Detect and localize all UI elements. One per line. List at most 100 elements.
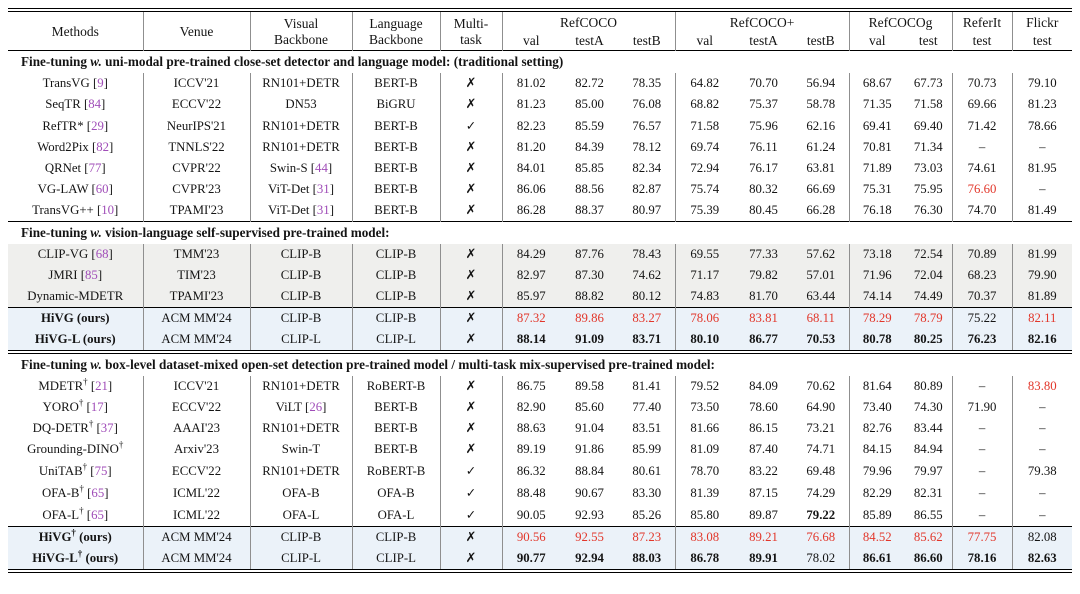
citation-number: 65 — [91, 507, 104, 522]
venue-cell: ICCV'21 — [143, 376, 251, 397]
visual-backbone-cell: OFA-B — [250, 482, 353, 504]
metric-cell: 58.78 — [793, 94, 850, 115]
metric-cell: 82.90 — [516, 400, 546, 414]
metric-cell: 70.81 — [862, 140, 892, 154]
visual-backbone-cell: CLIP-B — [250, 307, 353, 329]
metric-cell: 70.37 — [952, 286, 1013, 308]
venue-cell: ACM MM'24 — [143, 329, 251, 352]
table-row: HiVG-L† (ours) ACM MM'24 CLIP-L CLIP-L ✗ 90.7… — [8, 548, 1073, 571]
table-row: HiVG† (ours) ACM MM'24 CLIP-B CLIP-B ✗ 90.56 9… — [8, 526, 1073, 548]
metric-cell: – — [952, 376, 1013, 397]
metric-cell: 92.94 — [560, 548, 619, 571]
metric-cell: 71.89 — [862, 161, 892, 175]
table-row: Grounding-DINO† Arxiv'23 Swin-T BERT-B ✗ 89.1… — [8, 439, 1072, 460]
subcol-referit-test: test — [952, 32, 1013, 51]
language-backbone-cell: BERT-B — [352, 439, 441, 460]
metric-cell: 78.43 — [619, 244, 676, 265]
metric-cell: 82.29 — [862, 485, 892, 500]
metric-cell: 82.63 — [1012, 548, 1073, 571]
citation-number: 85 — [85, 268, 98, 282]
multitask-cell: ✗ — [440, 244, 503, 265]
citation-number: 75 — [94, 463, 108, 478]
metric-cell: 79.96 — [862, 463, 892, 478]
citation-number: 31 — [316, 182, 330, 196]
method-cell: JMRI [85] — [8, 265, 144, 286]
metric-cell: 85.80 — [690, 507, 720, 522]
citation-number: 82 — [96, 140, 110, 154]
metric-cell: 84.29 — [502, 244, 560, 265]
metric-cell: 87.76 — [560, 244, 619, 265]
metric-cell: 63.44 — [793, 286, 850, 308]
metric-cell: 77.40 — [619, 397, 676, 418]
metric-cell: 74.30 — [905, 397, 953, 418]
metric-cell: 85.59 — [575, 118, 604, 133]
subcol-refcoco-testa: testA — [575, 33, 604, 48]
metric-cell: 83.22 — [749, 463, 778, 478]
multitask-cell: ✓ — [440, 115, 503, 137]
method-cell: OFA-L† [65] — [8, 504, 144, 527]
method-cell: MDETR† [21] — [8, 376, 144, 397]
visual-backbone-cell: RN101+DETR — [250, 73, 353, 94]
table-body: Fine-tuning w. uni-modal pre-trained clo… — [8, 51, 1073, 571]
venue-cell: CVPR'22 — [143, 158, 251, 179]
col-header-visual-backbone: Visual Backbone — [250, 10, 353, 51]
citation-number: 60 — [95, 182, 109, 196]
metric-cell: 75.22 — [952, 307, 1013, 329]
language-backbone-cell: BERT-B — [352, 137, 441, 158]
citation-number: 9 — [97, 76, 104, 90]
metric-cell: 86.78 — [675, 548, 735, 571]
metric-cell: – — [1039, 421, 1046, 435]
metric-cell: 88.03 — [619, 548, 676, 571]
metric-cell: 82.76 — [862, 421, 892, 435]
venue-cell: TMM'23 — [143, 244, 251, 265]
section-title: Fine-tuning w. uni-modal pre-trained clo… — [21, 54, 564, 69]
visual-backbone-cell: ViT-Det [31] — [250, 179, 353, 200]
language-backbone-cell: CLIP-B — [352, 526, 441, 548]
method-cell: QRNet [77] — [8, 158, 144, 179]
citation-number: 21 — [95, 379, 108, 393]
multitask-cell: ✗ — [440, 158, 503, 179]
metric-cell: 83.08 — [675, 526, 735, 548]
metric-cell: 86.15 — [749, 421, 778, 435]
metric-cell: 71.34 — [905, 137, 953, 158]
metric-cell: 71.35 — [862, 97, 892, 111]
metric-cell: – — [952, 460, 1013, 482]
cross-icon: ✗ — [465, 140, 477, 155]
col-group-refcoco-plus: RefCOCO+ — [675, 10, 850, 32]
metric-cell: 89.91 — [734, 548, 794, 571]
metric-cell: 67.73 — [905, 73, 953, 94]
metric-cell: – — [1039, 400, 1046, 414]
method-cell: Grounding-DINO† — [8, 439, 144, 460]
visual-backbone-cell: RN101+DETR — [250, 460, 353, 482]
metric-cell: 86.32 — [516, 463, 546, 478]
language-backbone-cell: BERT-B — [352, 418, 441, 439]
metric-cell: 73.03 — [905, 158, 953, 179]
metric-cell: 80.10 — [675, 329, 735, 352]
metric-cell: 80.61 — [619, 460, 676, 482]
metric-cell: 70.53 — [793, 329, 850, 352]
metric-cell: 88.63 — [516, 421, 546, 435]
multitask-cell: ✗ — [440, 439, 503, 460]
metric-cell: 81.89 — [1012, 286, 1073, 308]
metric-cell: 82.87 — [619, 179, 676, 200]
metric-cell: 81.09 — [690, 442, 720, 456]
metric-cell: 87.23 — [619, 526, 676, 548]
metric-cell: 66.69 — [793, 179, 850, 200]
metric-cell: 91.04 — [575, 421, 604, 435]
method-cell: Word2Pix [82] — [8, 137, 144, 158]
multitask-cell: ✗ — [440, 548, 503, 571]
metric-cell: 85.85 — [575, 161, 604, 175]
citation-number: 29 — [91, 118, 104, 133]
multitask-cell: ✗ — [440, 329, 503, 352]
metric-cell: 88.84 — [575, 463, 604, 478]
metric-cell: 90.56 — [502, 526, 560, 548]
subcol-refcocog-test: test — [905, 32, 953, 51]
metric-cell: 74.83 — [675, 286, 735, 308]
metric-cell: 82.23 — [516, 118, 546, 133]
subcol-refcoco-val: val — [523, 33, 540, 48]
cross-icon: ✗ — [465, 530, 477, 545]
metric-cell: 71.90 — [952, 397, 1013, 418]
metric-cell: 72.54 — [905, 244, 953, 265]
method-cell: OFA-B† [65] — [8, 482, 144, 504]
section-header-row: Fine-tuning w. box-level dataset-mixed o… — [8, 352, 1073, 376]
